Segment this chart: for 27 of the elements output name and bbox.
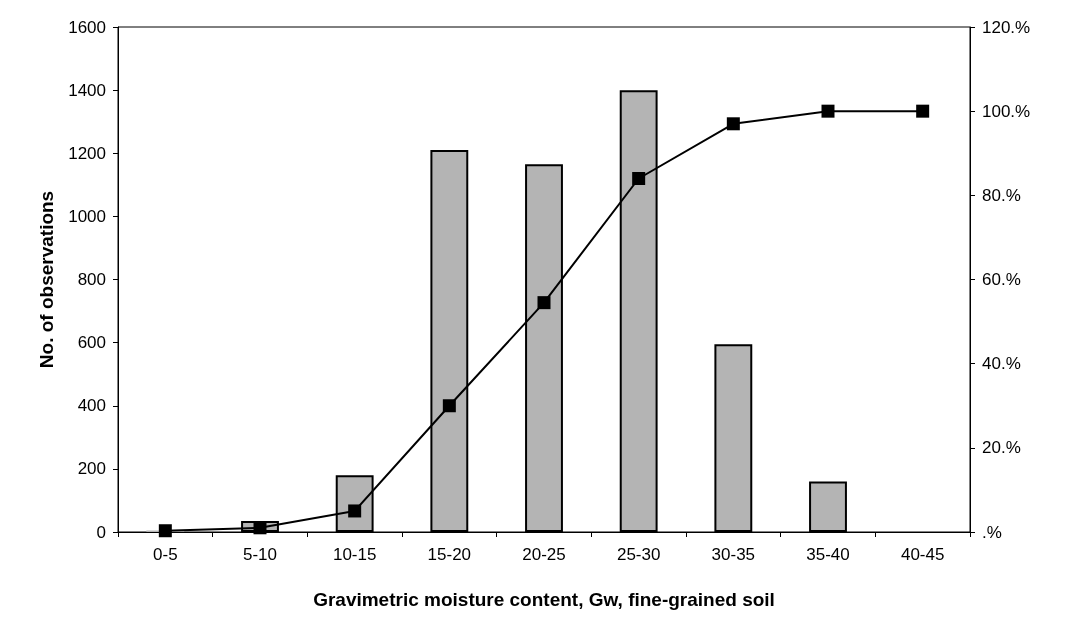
y2-tick-label: 60.% [982, 270, 1021, 289]
y-tick-label: 400 [77, 396, 106, 416]
y-tick-label: 1200 [68, 143, 106, 163]
x-tick-label: 40-45 [900, 545, 945, 564]
x-tick-label: 35-40 [806, 545, 850, 564]
y-tick-label: 200 [77, 459, 106, 479]
x-tick-label: 5-10 [242, 545, 278, 564]
x-tick-label: 25-30 [616, 545, 661, 564]
y2-tick-label: 20.% [982, 438, 1021, 458]
y2-tick-label: .% [982, 522, 1002, 542]
x-tick-label: 30-35 [711, 545, 756, 564]
y-tick-label: 1000 [68, 206, 106, 226]
y-tick-label: 0 [96, 522, 106, 542]
y2-tick-label: 100.% [982, 101, 1031, 121]
y-tick-label: 800 [77, 270, 106, 289]
y-tick-label: 1600 [68, 17, 106, 37]
y-tick-label: 600 [77, 333, 106, 353]
x-axis-title: Gravimetric moisture content, Gw, fine-grained soil [313, 589, 775, 610]
x-tick-label: 20-25 [522, 545, 566, 564]
y2-tick-label: 40.% [982, 354, 1021, 374]
y2-tick-label: 80.% [982, 185, 1021, 205]
x-tick-label: 15-20 [427, 545, 472, 564]
y-axis-title: No. of observations [36, 190, 57, 369]
y2-tick-label: 120.% [982, 17, 1031, 37]
x-tick-label: 10-15 [332, 545, 377, 564]
x-tick-label: 0-5 [153, 545, 178, 564]
y-tick-label: 1400 [68, 80, 106, 100]
